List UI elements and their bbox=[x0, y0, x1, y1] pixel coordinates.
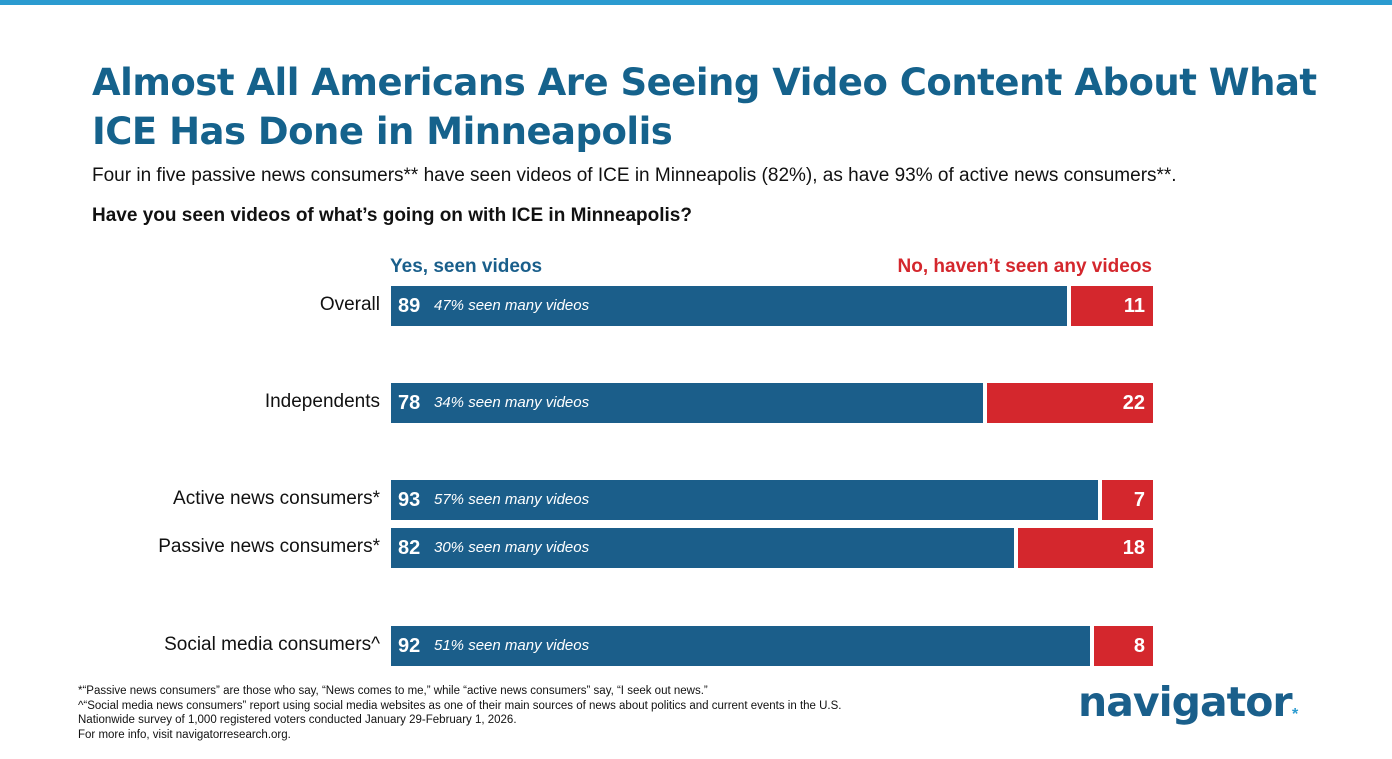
row-label: Passive news consumers* bbox=[158, 536, 380, 557]
bar-no: 22 bbox=[987, 383, 1153, 423]
row-label: Overall bbox=[319, 294, 380, 315]
footnote-passive: *“Passive news consumers” are those who … bbox=[78, 685, 708, 697]
bar-yes: 78 34% seen many videos bbox=[391, 383, 983, 423]
bar-annotation: 57% seen many videos bbox=[434, 491, 590, 508]
bar-no-value: 22 bbox=[1122, 392, 1145, 414]
page-subtitle: Four in five passive news consumers** ha… bbox=[92, 165, 1177, 186]
bar-no: 18 bbox=[1018, 528, 1153, 568]
bar-no: 11 bbox=[1071, 286, 1153, 326]
bar-annotation: 51% seen many videos bbox=[434, 637, 590, 654]
bar-yes-value: 82 bbox=[398, 537, 421, 559]
row-label: Independents bbox=[264, 391, 380, 412]
legend-no: No, haven’t seen any videos bbox=[897, 256, 1152, 277]
row-label: Active news consumers* bbox=[173, 488, 380, 509]
bar-yes-value: 89 bbox=[398, 295, 421, 317]
bar-no-value: 7 bbox=[1133, 489, 1145, 511]
bar-no: 7 bbox=[1102, 480, 1153, 520]
footnote-info: For more info, visit navigatorresearch.o… bbox=[78, 728, 291, 741]
bar-no: 8 bbox=[1094, 626, 1153, 666]
logo-star-icon: * bbox=[1292, 706, 1299, 723]
bar-no-value: 11 bbox=[1123, 295, 1145, 317]
bar-annotation: 47% seen many videos bbox=[434, 297, 590, 314]
bar-annotation: 34% seen many videos bbox=[434, 394, 590, 411]
footnote-survey: Nationwide survey of 1,000 registered vo… bbox=[78, 714, 517, 726]
bar-yes-value: 92 bbox=[398, 635, 421, 657]
bar-yes: 89 47% seen many videos bbox=[391, 286, 1067, 326]
bar-yes: 82 30% seen many videos bbox=[391, 528, 1014, 568]
navigator-logo: navigator bbox=[1078, 678, 1293, 726]
top-accent-bar bbox=[0, 0, 1392, 5]
footnotes: *“Passive news consumers” are those who … bbox=[78, 684, 978, 742]
page-title: Almost All Americans Are Seeing Video Co… bbox=[92, 61, 1317, 153]
bar-yes: 93 57% seen many videos bbox=[391, 480, 1098, 520]
bar-no-value: 8 bbox=[1133, 635, 1145, 657]
footnote-social: ^“Social media news consumers” report us… bbox=[78, 699, 842, 712]
bar-yes-value: 78 bbox=[398, 392, 421, 414]
legend-yes: Yes, seen videos bbox=[390, 256, 543, 277]
survey-question: Have you seen videos of what’s going on … bbox=[92, 205, 692, 226]
bar-yes: 92 51% seen many videos bbox=[391, 626, 1090, 666]
bar-no-value: 18 bbox=[1122, 537, 1145, 559]
bar-annotation: 30% seen many videos bbox=[434, 539, 590, 556]
bar-yes-value: 93 bbox=[398, 489, 421, 511]
row-label: Social media consumers^ bbox=[164, 634, 380, 655]
